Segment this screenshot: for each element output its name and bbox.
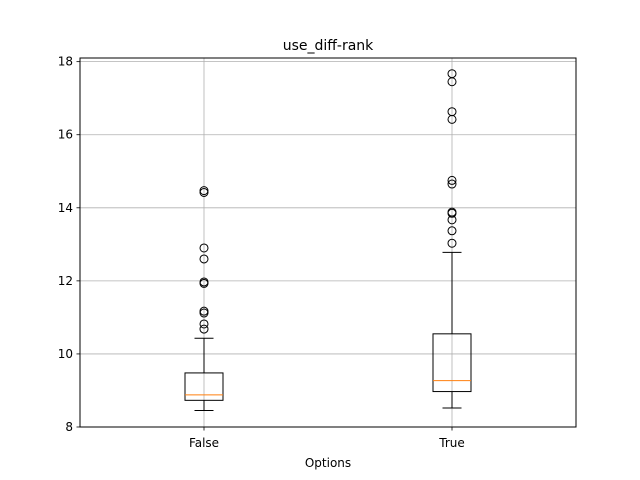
outlier-point xyxy=(199,319,209,329)
plot-frame xyxy=(79,57,577,428)
outlier-point xyxy=(447,107,457,117)
x-tick-label: True xyxy=(438,436,465,450)
outlier-point xyxy=(447,69,457,79)
outlier-point xyxy=(199,243,209,253)
outlier-point xyxy=(447,179,457,189)
box-group xyxy=(184,186,224,412)
box-iqr xyxy=(184,372,224,401)
outlier-point xyxy=(447,238,457,248)
chart-title: use_diff-rank xyxy=(283,38,374,54)
outlier-point xyxy=(199,186,209,196)
axis-ticks: 8 10 12 14 16 18 False True xyxy=(58,55,465,450)
outlier-point xyxy=(199,306,209,316)
box-iqr xyxy=(432,333,472,393)
x-tick-label: False xyxy=(189,436,219,450)
y-tick-label: 14 xyxy=(58,201,73,215)
y-tick-label: 16 xyxy=(58,128,73,142)
outlier-point xyxy=(447,226,457,236)
boxes xyxy=(184,69,472,412)
outlier-point xyxy=(447,175,457,185)
outlier-point xyxy=(447,207,457,217)
y-tick-label: 18 xyxy=(58,55,73,69)
y-tick-label: 8 xyxy=(65,420,73,434)
y-tick-label: 12 xyxy=(58,274,73,288)
y-tick-label: 10 xyxy=(58,347,73,361)
x-axis-label: Options xyxy=(305,456,351,470)
outlier-point xyxy=(199,324,209,334)
outlier-point xyxy=(199,254,209,264)
box-group xyxy=(432,69,472,409)
grid-lines xyxy=(80,58,576,428)
outlier-point xyxy=(199,277,209,287)
